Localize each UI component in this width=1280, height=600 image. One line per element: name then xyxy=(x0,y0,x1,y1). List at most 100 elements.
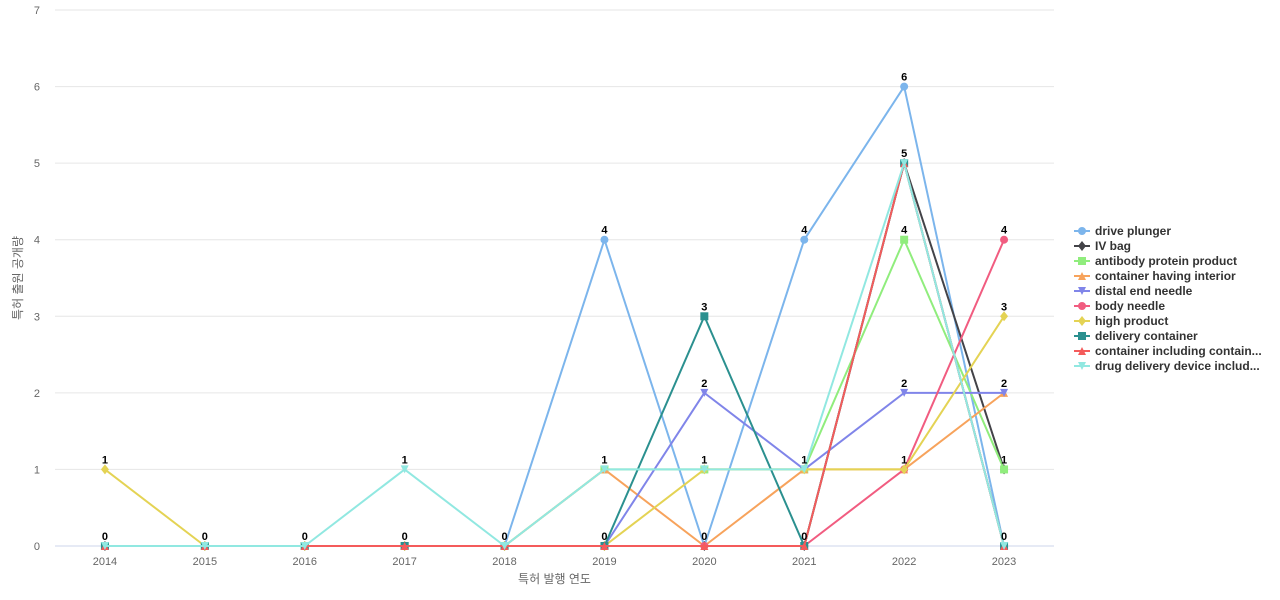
data-point xyxy=(400,542,409,550)
data-point xyxy=(1000,235,1009,244)
y-tick-label: 0 xyxy=(34,541,40,553)
legend-item[interactable]: body needle xyxy=(1074,299,1165,313)
data-point xyxy=(700,465,709,474)
legend-item[interactable]: distal end needle xyxy=(1074,284,1193,298)
x-tick-label: 2019 xyxy=(592,556,616,568)
legend-marker xyxy=(1078,241,1086,251)
legend-item[interactable]: antibody protein product xyxy=(1074,254,1237,268)
series-1 xyxy=(100,158,1009,551)
legend-marker xyxy=(1078,257,1086,265)
legend-item[interactable]: container including contain... xyxy=(1074,344,1262,358)
series-line xyxy=(103,315,1006,547)
x-tick-label: 2021 xyxy=(792,556,816,568)
data-label: 6 xyxy=(901,72,907,84)
data-label: 0 xyxy=(302,531,308,543)
legend-item[interactable]: drug delivery device includ... xyxy=(1074,359,1260,373)
data-label: 0 xyxy=(601,531,607,543)
data-label: 2 xyxy=(701,378,707,390)
data-label: 4 xyxy=(901,225,908,237)
legend-label: high product xyxy=(1095,314,1168,328)
data-point xyxy=(800,542,809,550)
x-axis-title: 특허 발행 연도 xyxy=(518,571,591,586)
data-label: 1 xyxy=(102,454,108,466)
data-point xyxy=(1000,542,1009,550)
data-point xyxy=(1000,465,1009,474)
x-tick-label: 2014 xyxy=(93,556,117,568)
data-label: 0 xyxy=(501,531,507,543)
data-label: 1 xyxy=(801,454,807,466)
data-point xyxy=(500,542,509,550)
series-9 xyxy=(100,159,1009,550)
legend-marker xyxy=(1078,316,1086,326)
series-7 xyxy=(100,159,1009,550)
data-point xyxy=(900,388,909,397)
legend-label: drive plunger xyxy=(1095,224,1171,238)
legend-item[interactable]: drive plunger xyxy=(1074,224,1171,238)
y-tick-label: 4 xyxy=(34,235,40,247)
x-tick-label: 2018 xyxy=(492,556,516,568)
data-point xyxy=(800,465,809,474)
x-tick-label: 2022 xyxy=(892,556,916,568)
series-8 xyxy=(100,159,1009,550)
data-point xyxy=(700,542,709,550)
data-label: 0 xyxy=(801,531,807,543)
data-label-layer: 1 0 0 0 1 0 0 4 1 0 3 2 1 0 4 1 0 6 5 4 2 1 4 3 2 1 0 xyxy=(102,72,1008,543)
data-label: 1 xyxy=(1001,454,1007,466)
legend-label: antibody protein product xyxy=(1095,254,1237,268)
x-tick-label: 2015 xyxy=(193,556,217,568)
data-point xyxy=(600,465,609,474)
data-point xyxy=(400,465,409,474)
data-point xyxy=(100,464,109,475)
data-label: 2 xyxy=(1001,378,1007,390)
legend-marker xyxy=(1078,347,1086,355)
data-point xyxy=(100,542,109,550)
data-label: 0 xyxy=(402,531,408,543)
data-point xyxy=(800,235,809,244)
data-label: 0 xyxy=(202,531,208,543)
data-label: 0 xyxy=(701,531,707,543)
data-label: 0 xyxy=(1001,531,1007,543)
y-tick-label: 2 xyxy=(34,388,40,400)
data-label: 1 xyxy=(402,454,408,466)
legend-marker xyxy=(1078,302,1086,310)
legend-label: container including contain... xyxy=(1095,344,1262,358)
data-point xyxy=(1000,311,1009,322)
legend-label: delivery container xyxy=(1095,329,1198,343)
data-point xyxy=(600,542,609,550)
series-line xyxy=(103,162,1006,547)
data-point xyxy=(700,388,709,397)
legend-item[interactable]: IV bag xyxy=(1074,239,1131,253)
data-point xyxy=(300,542,309,550)
series-6 xyxy=(100,311,1009,551)
y-axis-title: 특허 출원 공개량 xyxy=(11,236,25,320)
legend-item[interactable]: container having interior xyxy=(1074,269,1236,283)
data-point xyxy=(1000,388,1009,397)
legend-label: container having interior xyxy=(1095,269,1236,283)
x-tick-label: 2016 xyxy=(293,556,317,568)
data-label: 5 xyxy=(901,148,907,160)
data-label: 4 xyxy=(601,225,608,237)
legend-label: drug delivery device includ... xyxy=(1095,359,1260,373)
data-point xyxy=(900,159,909,168)
legend-item[interactable]: delivery container xyxy=(1074,329,1198,343)
data-label: 4 xyxy=(801,225,808,237)
data-point xyxy=(600,235,609,244)
y-tick-label: 7 xyxy=(34,5,40,17)
data-label: 0 xyxy=(102,531,108,543)
series-line xyxy=(103,162,1006,547)
data-label: 1 xyxy=(701,454,707,466)
legend-label: distal end needle xyxy=(1095,284,1193,298)
series-line xyxy=(103,162,1006,547)
data-point xyxy=(200,542,209,550)
x-tick-label: 2017 xyxy=(392,556,416,568)
series-layer xyxy=(100,82,1009,551)
legend-marker xyxy=(1078,287,1086,295)
data-label: 3 xyxy=(1001,301,1007,313)
legend-item[interactable]: high product xyxy=(1074,314,1168,328)
data-label: 3 xyxy=(701,301,707,313)
x-tick-label: 2020 xyxy=(692,556,716,568)
